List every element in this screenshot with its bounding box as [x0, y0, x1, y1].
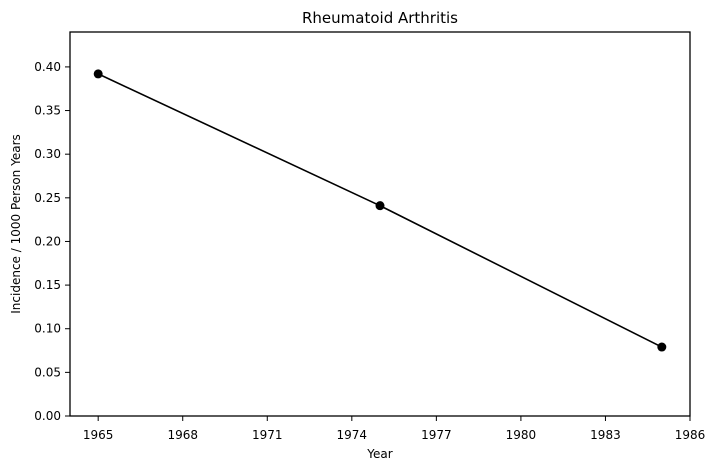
x-tick-label: 1974	[337, 428, 368, 442]
x-axis-ticks: 1965 1968 1971 1974 1977 1980 1983 1986	[83, 416, 705, 442]
y-tick-label: 0.25	[34, 191, 61, 205]
y-tick-label: 0.30	[34, 147, 61, 161]
series-line	[97, 73, 663, 348]
y-tick-label: 0.15	[34, 278, 61, 292]
x-tick-label: 1977	[421, 428, 452, 442]
data-point	[657, 342, 667, 352]
y-tick-label: 0.00	[34, 409, 61, 423]
data-point	[93, 69, 103, 79]
x-tick-label: 1980	[506, 428, 537, 442]
plot-frame	[69, 31, 691, 417]
y-axis-ticks: 0.00 0.05 0.10 0.15 0.20 0.25 0.30 0.35 0.40	[34, 60, 70, 423]
y-tick-label: 0.10	[34, 322, 61, 336]
data-points	[93, 69, 667, 352]
x-axis-label: Year	[366, 447, 392, 461]
y-tick-label: 0.05	[34, 365, 61, 379]
data-point	[375, 201, 385, 211]
y-tick-label: 0.20	[34, 234, 61, 248]
y-tick-label: 0.35	[34, 104, 61, 118]
x-tick-label: 1965	[83, 428, 114, 442]
x-tick-label: 1971	[252, 428, 283, 442]
x-tick-label: 1968	[167, 428, 198, 442]
y-axis-label: Incidence / 1000 Person Years	[9, 134, 23, 313]
chart-title: Rheumatoid Arthritis	[302, 9, 458, 27]
x-tick-label: 1983	[590, 428, 621, 442]
y-tick-label: 0.40	[34, 60, 61, 74]
x-tick-label: 1986	[675, 428, 706, 442]
